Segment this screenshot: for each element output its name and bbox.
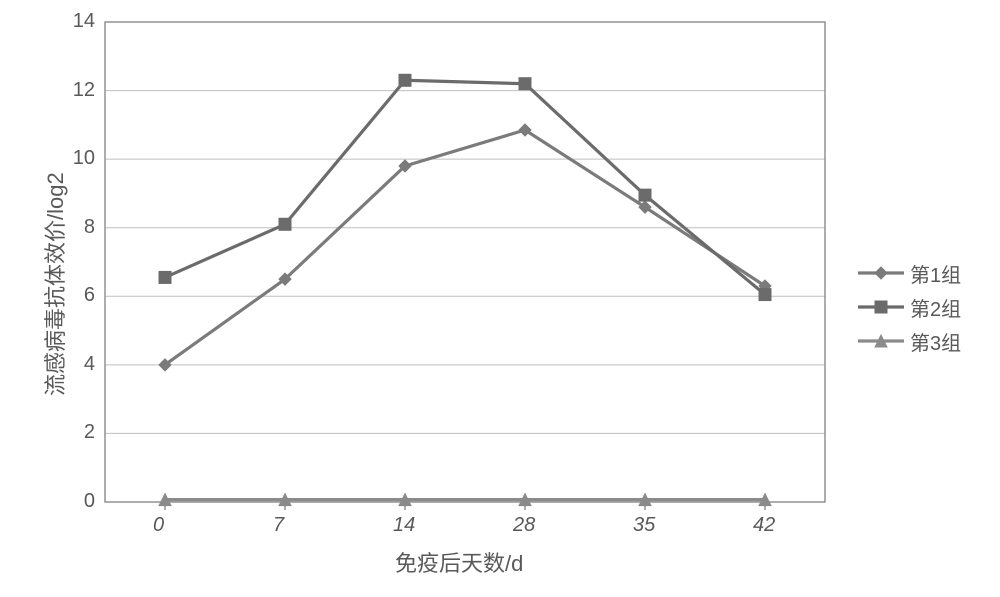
x-axis-title: 免疫后天数/d [395, 546, 523, 578]
legend-label: 第2组 [910, 293, 961, 322]
x-tick-label: 7 [273, 514, 284, 537]
y-tick-label: 4 [84, 353, 95, 376]
legend: 第1组第2组第3组 [858, 258, 961, 360]
y-tick-label: 10 [73, 147, 95, 170]
line-chart [0, 0, 1000, 597]
y-tick-label: 0 [84, 490, 95, 513]
y-tick-label: 8 [84, 216, 95, 239]
legend-label: 第3组 [910, 327, 961, 356]
y-tick-label: 6 [84, 284, 95, 307]
x-tick-label: 42 [753, 514, 775, 537]
y-tick-label: 12 [73, 79, 95, 102]
legend-marker-icon [858, 297, 904, 317]
x-tick-label: 28 [513, 514, 535, 537]
legend-item: 第3组 [858, 326, 961, 356]
chart-container: 流感病毒抗体效价/log2 免疫后天数/d 第1组第2组第3组 0 2 4 6 8 10 1… [0, 0, 1000, 597]
legend-label: 第1组 [910, 259, 961, 288]
legend-item: 第2组 [858, 292, 961, 322]
x-tick-label: 14 [393, 514, 415, 537]
legend-marker-icon [858, 331, 904, 351]
y-tick-label: 14 [73, 10, 95, 33]
y-axis-title: 流感病毒抗体效价/log2 [38, 173, 70, 397]
y-tick-label: 2 [84, 421, 95, 444]
legend-marker-icon [858, 263, 904, 283]
x-tick-label: 0 [153, 514, 164, 537]
legend-item: 第1组 [858, 258, 961, 288]
x-tick-label: 35 [633, 514, 655, 537]
